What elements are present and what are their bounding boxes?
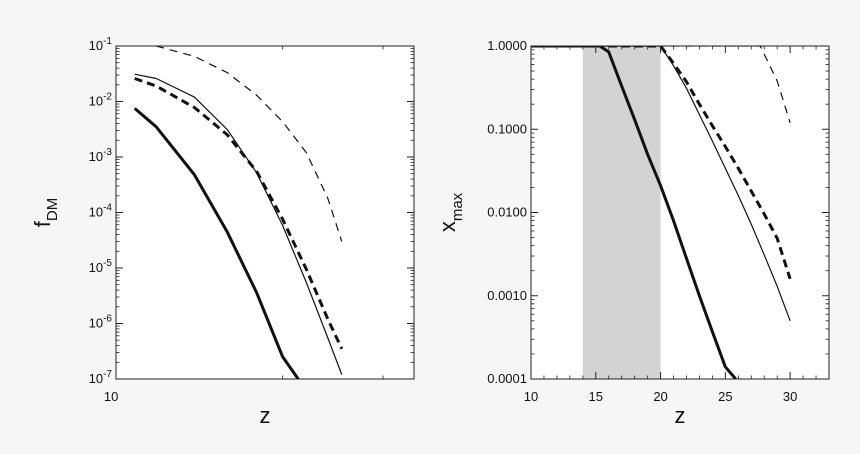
plot-area [531, 46, 829, 379]
x-tick-label: 15 [589, 389, 603, 404]
y-tick-label: 10-4 [89, 203, 113, 220]
y-tick-label: 10-1 [89, 36, 113, 53]
x-tick-label: 20 [653, 389, 667, 404]
x-tick-label: 30 [783, 389, 797, 404]
y-tick-label: 0.0001 [487, 371, 527, 386]
right-panel-xmax-vs-z: 1.0000 0.1000 0.0100 0.0010 0.0001 10 15 20 25 30… [435, 38, 830, 428]
x-axis-title: z [260, 403, 271, 428]
x-tick-label: 25 [718, 389, 732, 404]
y-axis-title: fDM [30, 198, 61, 227]
series-line-thick-dashed [134, 77, 344, 350]
y-tick-label: 10-7 [89, 369, 113, 386]
plot-area [116, 46, 414, 379]
y-tick-label: 10-3 [89, 147, 113, 164]
series-line-thin-dashed [156, 46, 343, 242]
y-tick-label: 1.0000 [487, 38, 527, 53]
y-tick-label: 0.0010 [487, 288, 527, 303]
series-line-thick-solid [531, 46, 737, 379]
x-tick-label: 10 [524, 389, 538, 404]
y-tick-label: 10-6 [89, 314, 113, 331]
shaded-z-range [582, 46, 661, 379]
y-tick-label: 10-5 [89, 258, 113, 275]
left-panel-fdm-vs-z: 10-1 10-2 10-3 10-4 10-5 10-6 10-7 10 z fDM [30, 36, 415, 428]
x-tick-label: 10 [104, 389, 118, 404]
y-tick-label: 0.1000 [487, 121, 527, 136]
y-axis-title: xmax [435, 192, 466, 232]
x-axis-title: z [675, 403, 686, 428]
series-line-thick-solid [133, 107, 300, 379]
series-line-thick-dashed [531, 46, 792, 280]
y-tick-label: 10-2 [89, 92, 113, 109]
y-tick-label: 0.0100 [487, 205, 527, 220]
